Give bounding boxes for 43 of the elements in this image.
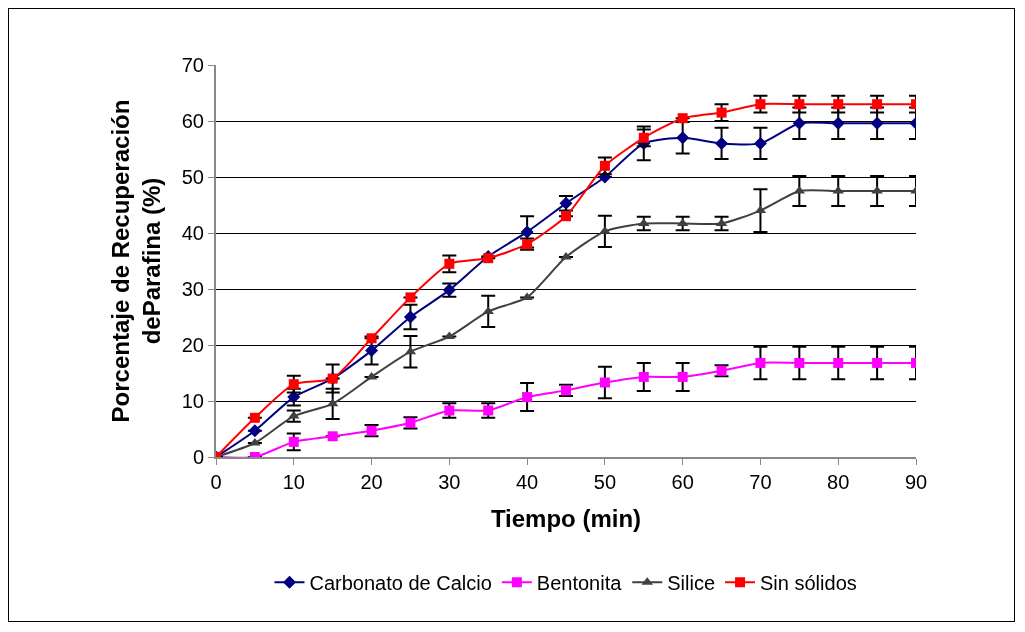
point xyxy=(403,310,417,324)
point xyxy=(792,116,806,130)
x-tick-label: 70 xyxy=(749,471,772,493)
point xyxy=(755,357,766,368)
x-tick-label: 20 xyxy=(360,471,383,493)
point xyxy=(831,116,845,130)
point xyxy=(365,344,379,358)
y-tick-label: 30 xyxy=(181,278,204,300)
x-tick-label: 0 xyxy=(210,471,222,493)
legend-label: Bentonita xyxy=(536,572,623,595)
x-tick-label: 80 xyxy=(827,471,850,493)
point xyxy=(638,371,649,382)
legend-label: Silice xyxy=(667,572,716,595)
point xyxy=(522,392,533,403)
y-tick-label: 60 xyxy=(181,110,204,132)
point xyxy=(833,357,844,368)
point xyxy=(677,371,688,382)
y-tick-label: 70 xyxy=(181,54,204,76)
y-tick-label: 50 xyxy=(181,166,204,188)
y-tick-label: 20 xyxy=(181,334,204,356)
point xyxy=(715,136,729,150)
point xyxy=(248,424,262,438)
y-axis-title: Porcentaje de Recuperación deParafina (%) xyxy=(107,99,166,423)
x-tick-label: 60 xyxy=(671,471,694,493)
x-tick-label: 30 xyxy=(438,471,461,493)
point xyxy=(520,225,534,239)
point xyxy=(676,131,690,145)
x-tick-label: 40 xyxy=(515,471,539,493)
y-tick-label: 10 xyxy=(181,390,204,412)
x-tick-label: 50 xyxy=(593,471,617,493)
point xyxy=(870,116,884,130)
point xyxy=(327,431,338,442)
point xyxy=(753,136,767,150)
point xyxy=(872,357,883,368)
x-axis-title: Tiempo (min) xyxy=(490,504,642,532)
y-tick-label: 40 xyxy=(181,222,204,244)
point xyxy=(794,357,805,368)
x-tick-label: 10 xyxy=(282,471,305,493)
x-tick-label: 90 xyxy=(904,471,928,493)
legend-label: Carbonato de Calcio xyxy=(309,572,492,595)
y-tick-label: 0 xyxy=(192,446,204,468)
legend-label: Sin sólidos xyxy=(760,572,857,595)
point xyxy=(599,377,610,388)
